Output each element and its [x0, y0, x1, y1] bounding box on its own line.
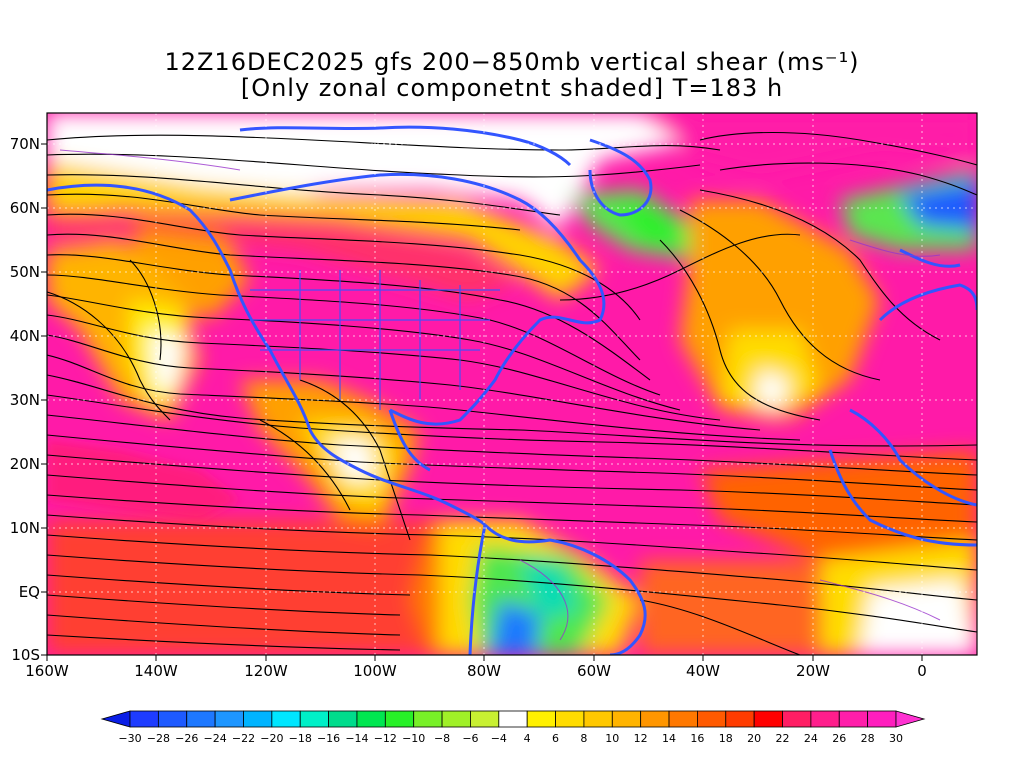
colorbar-tick-label: −4 [490, 732, 507, 745]
colorbar-tick-label: 28 [860, 732, 875, 745]
lon-label-160w: 160W [25, 662, 69, 680]
colorbar-swatch [498, 710, 528, 728]
colorbar-max-arrow [895, 710, 926, 728]
colorbar-swatch [441, 710, 471, 728]
lat-label-eq: EQ [18, 583, 40, 601]
colorbar-swatch [470, 710, 500, 728]
colorbar-swatch [583, 710, 613, 728]
colorbar-tick-label: −6 [462, 732, 479, 745]
colorbar-tick-label: 10 [605, 732, 620, 745]
colorbar-swatch [782, 710, 812, 728]
lon-label-60w: 60W [577, 662, 611, 680]
colorbar-tick-label: 24 [803, 732, 818, 745]
colorbar-tick-label: 30 [889, 732, 903, 745]
colorbar-tick-label: −20 [260, 732, 284, 745]
colorbar-swatch [356, 710, 386, 728]
colorbar-tick-label: −8 [433, 732, 451, 745]
lon-label-0: 0 [917, 662, 927, 680]
colorbar-swatch [810, 710, 840, 728]
colorbar-tick-label: −26 [175, 732, 199, 745]
lat-label-40n: 40N [9, 327, 40, 345]
colorbar-swatch [129, 710, 159, 728]
colorbar-swatch [725, 710, 755, 728]
colorbar-tick-label: 4 [523, 732, 531, 745]
colorbar-swatch [271, 710, 301, 728]
plot-title-line2: [Only zonal componetnt shaded] T=183 h [240, 74, 784, 102]
colorbar-tick-label: 12 [633, 732, 648, 745]
lat-label-10s: 10S [11, 646, 40, 664]
colorbar-swatch [838, 710, 869, 728]
colorbar-min-arrow [100, 710, 131, 728]
lat-label-60n: 60N [9, 199, 40, 217]
map-frame [46, 112, 978, 656]
colorbar-tick-label: −16 [316, 732, 341, 745]
colorbar-swatch [243, 710, 273, 728]
colorbar-swatch [555, 710, 585, 728]
lon-label-20w: 20W [796, 662, 830, 680]
colorbar-tick-label: −12 [373, 732, 397, 745]
plot-title-line1: 12Z16DEC2025 gfs 200−850mb vertical shea… [164, 48, 860, 76]
lat-label-10n: 10N [9, 519, 40, 537]
colorbar-swatch [384, 710, 415, 728]
colorbar-tick-label: 8 [580, 732, 588, 745]
colorbar-tick-label: −30 [118, 732, 142, 745]
colorbar-tick-label: 14 [662, 732, 677, 745]
colorbar-tick-label: −28 [146, 732, 170, 745]
colorbar-swatch [668, 710, 698, 728]
colorbar-tick-label: 20 [747, 732, 762, 745]
streamlines [47, 131, 977, 655]
colorbar-tick-label: 16 [690, 732, 705, 745]
colorbar-swatch [640, 710, 670, 728]
colorbar-tick-label: −22 [231, 732, 256, 745]
colorbar [100, 710, 926, 728]
colorbar-tick-label: −18 [288, 732, 312, 745]
colorbar-tick-label: 22 [775, 732, 790, 745]
lon-label-140w: 140W [134, 662, 178, 680]
colorbar-swatch [299, 710, 329, 728]
lon-label-100w: 100W [353, 662, 397, 680]
colorbar-swatch [867, 710, 897, 728]
lon-label-40w: 40W [686, 662, 720, 680]
state-borders [250, 270, 500, 410]
colorbar-tick-label: −24 [203, 732, 227, 745]
colorbar-swatch [413, 710, 443, 728]
lat-label-70n: 70N [9, 135, 40, 153]
lon-label-120w: 120W [244, 662, 288, 680]
colorbar-tick-label: 26 [832, 732, 847, 745]
axis-ticks [41, 143, 923, 661]
grid [47, 113, 977, 655]
shear-field [47, 113, 977, 655]
colorbar-swatch [526, 710, 556, 728]
colorbar-swatch [753, 710, 783, 728]
colorbar-swatch [697, 710, 727, 728]
colorbar-tick-label: −10 [402, 732, 426, 745]
contours [59, 149, 941, 641]
colorbar-tick-label: −14 [345, 732, 369, 745]
colorbar-swatch [611, 710, 642, 728]
colorbar-tick-label: 6 [552, 732, 560, 745]
colorbar-swatch [328, 710, 358, 728]
coastlines [47, 125, 977, 655]
lat-label-20n: 20N [9, 455, 40, 473]
colorbar-swatch [186, 710, 216, 728]
lat-label-30n: 30N [9, 391, 40, 409]
colorbar-tick-label: 18 [718, 732, 733, 745]
lat-label-50n: 50N [9, 263, 40, 281]
colorbar-swatch [157, 710, 188, 728]
lon-label-80w: 80W [467, 662, 501, 680]
colorbar-swatch [214, 710, 244, 728]
